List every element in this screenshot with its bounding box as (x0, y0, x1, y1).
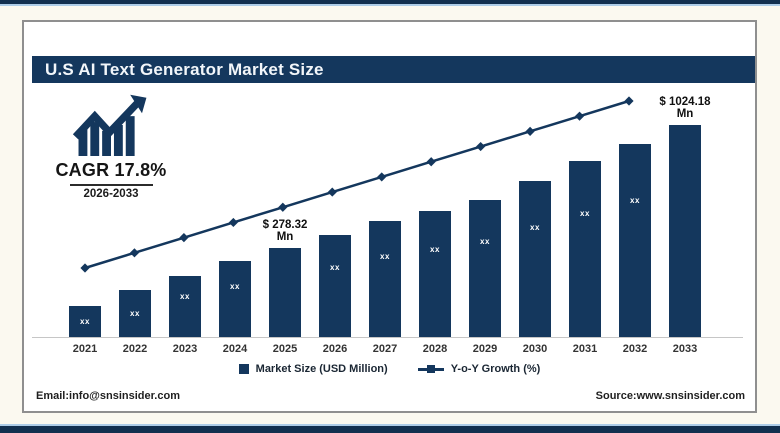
bar-value-label: xx (130, 309, 140, 318)
x-tick-2031: 2031 (572, 343, 598, 355)
x-tick-2032: 2032 (622, 343, 648, 355)
line-series-swatch-icon (417, 364, 444, 374)
chart-plot: xx xx xx xx xx xx xx xx xx xx xx 2021 2022 2023 2024 20… (24, 22, 755, 411)
bar-2032: xx (619, 144, 651, 337)
bar-value-label: xx (80, 317, 90, 326)
legend-label: Y-o-Y Growth (%) (450, 363, 541, 375)
chart-title: U.S AI Text Generator Market Size (45, 60, 324, 79)
bar-value-label: xx (480, 237, 490, 246)
x-tick-2030: 2030 (522, 343, 548, 355)
bar-value-label: xx (530, 223, 540, 232)
bar-value-label: xx (330, 263, 340, 272)
x-tick-2028: 2028 (422, 343, 448, 355)
bar-value-label: xx (580, 209, 590, 218)
line-marker-icon (574, 111, 585, 121)
bar-2023: xx (169, 276, 201, 337)
x-tick-2023: 2023 (172, 343, 198, 355)
line-marker-icon (624, 96, 634, 106)
infographic-frame: U.S AI Text Generator Market Size CAGR 1… (22, 20, 757, 413)
bar-2025 (269, 248, 301, 337)
x-tick-2025: 2025 (272, 343, 298, 355)
legend-item-market-size: Market Size (USD Million) (238, 363, 388, 375)
bar-value-label: xx (430, 245, 440, 254)
bar-series-swatch-icon (238, 364, 249, 374)
bar-2029: xx (469, 200, 501, 337)
bar-value-label: xx (180, 292, 190, 301)
bar-2021: xx (69, 306, 101, 337)
line-marker-icon (426, 157, 436, 167)
bar-2024: xx (219, 261, 251, 337)
x-tick-2033: 2033 (672, 343, 698, 355)
bar-2033 (669, 125, 701, 337)
legend-label: Market Size (USD Million) (255, 363, 388, 375)
bottom-accent-bar (0, 424, 780, 433)
line-marker-icon (377, 172, 387, 182)
bar-2026: xx (319, 235, 351, 337)
value-annotation-2033: $ 1024.18 Mn (659, 96, 711, 120)
x-tick-2026: 2026 (322, 343, 348, 355)
bar-value-label: xx (630, 196, 640, 205)
bar-2027: xx (369, 221, 401, 337)
top-accent-bar (0, 0, 780, 6)
source-text: Source:www.snsinsider.com (595, 390, 745, 402)
legend-item-yoy-growth: Y-o-Y Growth (%) (417, 363, 541, 375)
chart-title-bar: U.S AI Text Generator Market Size (32, 56, 755, 83)
line-marker-icon (278, 202, 288, 212)
bar-2031: xx (569, 161, 601, 337)
line-marker-icon (129, 248, 140, 258)
line-marker-icon (179, 233, 189, 243)
x-tick-2029: 2029 (472, 343, 498, 355)
bar-2030: xx (519, 181, 551, 337)
line-marker-icon (327, 187, 337, 197)
line-marker-icon (476, 141, 486, 152)
chart-legend: Market Size (USD Million) Y-o-Y Growth (… (24, 363, 755, 375)
line-marker-icon (525, 126, 535, 136)
value-annotation-2025: $ 278.32 Mn (262, 219, 308, 243)
x-tick-2022: 2022 (122, 343, 148, 355)
bar-2028: xx (419, 211, 451, 337)
bar-value-label: xx (380, 252, 390, 261)
bar-value-label: xx (230, 282, 240, 291)
bar-2022: xx (119, 290, 151, 337)
x-tick-2027: 2027 (372, 343, 398, 355)
x-tick-2024: 2024 (222, 343, 248, 355)
line-marker-icon (80, 263, 90, 273)
x-axis-line (32, 337, 743, 338)
contact-email-text: Email:info@snsinsider.com (36, 390, 180, 402)
x-tick-2021: 2021 (72, 343, 98, 355)
